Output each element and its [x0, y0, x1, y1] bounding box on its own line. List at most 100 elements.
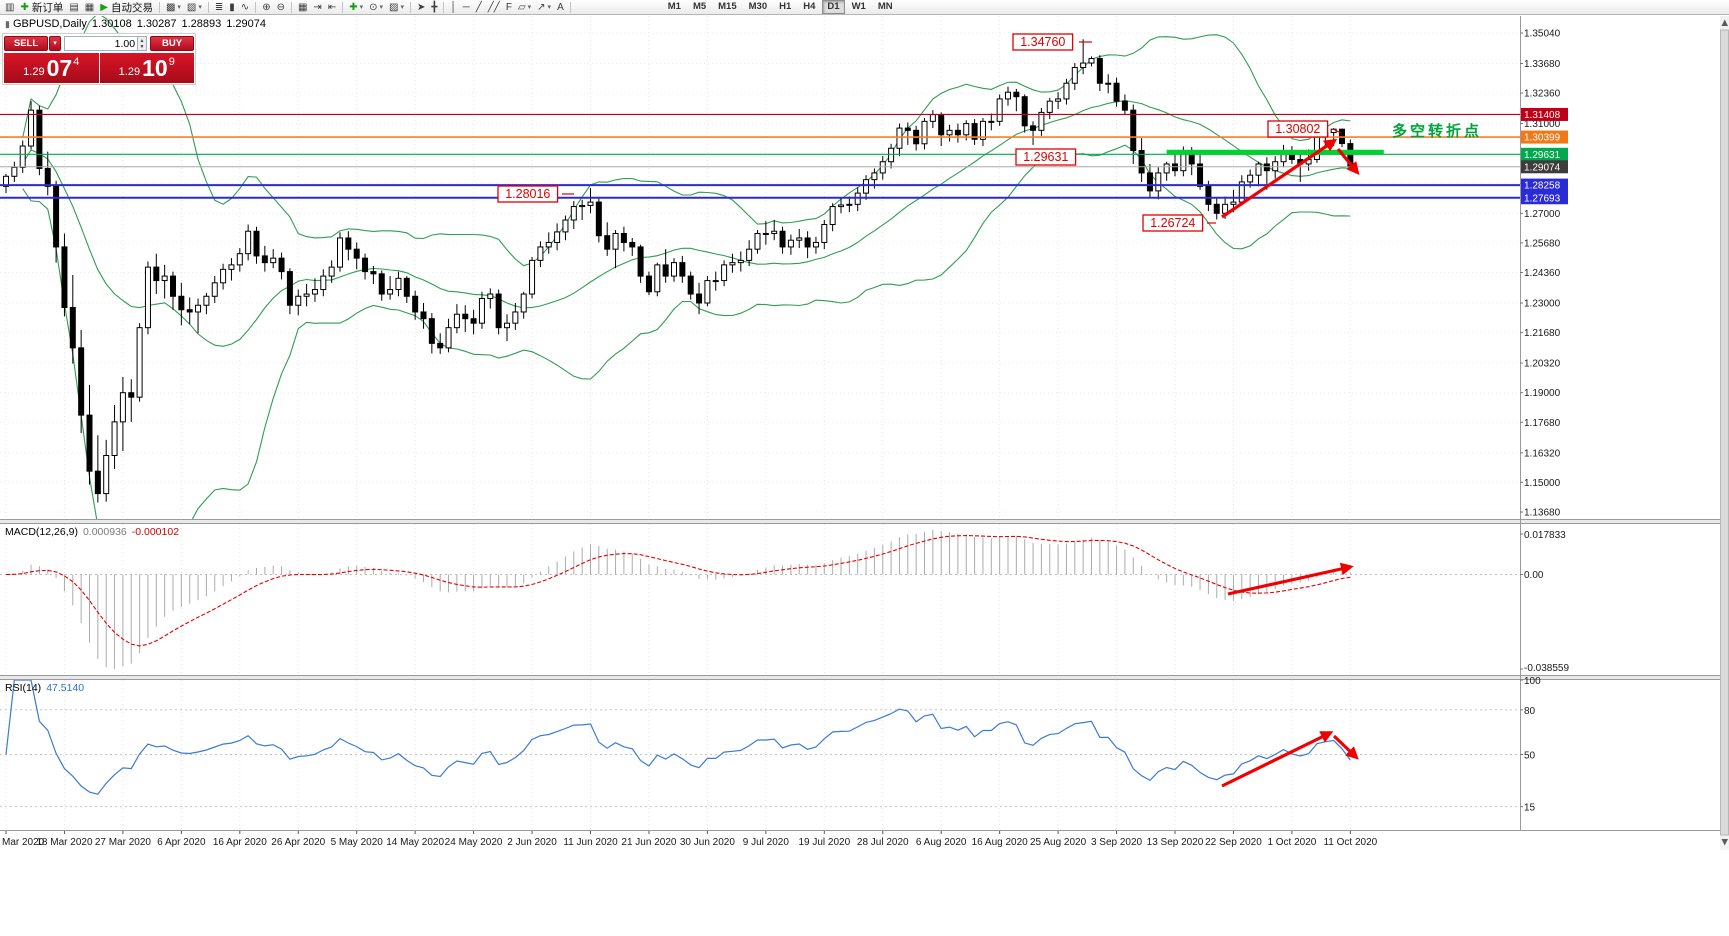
timeframe-m30[interactable]: M30: [748, 1, 768, 12]
rsi-label: RSI(14) 47.5140: [5, 682, 84, 694]
one-click-trading-panel: SELL ▾ ▲ ▼ BUY 1.29 07 4 1.29 10 9: [2, 33, 196, 85]
auto-trading-button[interactable]: ▶ 自动交易: [100, 1, 153, 14]
timeframe-h4[interactable]: H4: [803, 1, 816, 12]
chart-thumb-icon[interactable]: ▥: [5, 1, 15, 13]
toolbar-separator: [342, 1, 344, 13]
window-cascade-icon[interactable]: ▤: [69, 1, 79, 13]
toolbar-buttons: ▥ ✚ 新订单 ▤ ▦ ▶ 自动交易 ▩ ▾ ▧ ▾ ≣ ▮ ∿ ⊕ ⊖ ▦ ⇥ ⇤ ✚ ▾ ⊙ ▾ ▨ ▾ ➤ ╋ │ ─ ╱ ╱╱ F ▱ ▾…: [2, 1, 574, 14]
chart-shift-icon[interactable]: ⇤: [327, 1, 337, 13]
panel-separators[interactable]: [0, 16, 1729, 831]
svg-text:1.21680: 1.21680: [1524, 328, 1561, 339]
toolbar-separator: [255, 1, 257, 13]
arrow-tool-icon[interactable]: ↗ ▾: [537, 1, 552, 13]
rsi-panel: [0, 679, 1520, 808]
crosshair-icon[interactable]: ╋: [431, 1, 438, 13]
timeframe-m5[interactable]: M5: [692, 1, 707, 12]
toolbar-separator: [569, 1, 571, 13]
macd-label: MACD(12,26,9) 0.000936 -0.000102: [5, 526, 179, 538]
vertical-scrollbar[interactable]: [1720, 16, 1729, 850]
svg-text:1.32360: 1.32360: [1524, 89, 1561, 100]
timeframe-mn[interactable]: MN: [877, 1, 893, 12]
new-order-button[interactable]: ✚ 新订单: [20, 1, 64, 14]
zoom-out-icon[interactable]: ⊖: [276, 1, 285, 13]
svg-text:1.16320: 1.16320: [1524, 448, 1561, 459]
svg-text:Mar 2020: Mar 2020: [2, 837, 45, 848]
fibonacci-icon[interactable]: F: [505, 1, 512, 13]
ohlc-low: 1.28893: [181, 18, 222, 30]
svg-text:1.34760: 1.34760: [1020, 35, 1065, 49]
scroll-up-icon[interactable]: [1721, 19, 1729, 27]
scroll-down-icon[interactable]: [1721, 839, 1729, 846]
horizontal-line-icon[interactable]: ─: [462, 1, 470, 13]
svg-text:30 Jun 2020: 30 Jun 2020: [680, 837, 735, 848]
volume-stepper[interactable]: ▲ ▼: [138, 36, 147, 51]
scroll-thumb[interactable]: [1720, 29, 1729, 836]
price-label-box: [497, 185, 559, 203]
svg-text:1.31000: 1.31000: [1524, 119, 1561, 130]
svg-text:1.17680: 1.17680: [1524, 418, 1561, 429]
price-label-box: [1012, 33, 1074, 51]
timeframe-m1[interactable]: M1: [667, 1, 681, 12]
svg-text:16 Aug 2020: 16 Aug 2020: [972, 837, 1029, 848]
trend-arrow: [1221, 731, 1334, 788]
annotation-price-labels: 1.34760 1.30802 1.29631 1.28016 1.26724: [497, 33, 1342, 232]
svg-text:6 Aug 2020: 6 Aug 2020: [916, 837, 967, 848]
volume-input[interactable]: [64, 36, 139, 51]
bar-chart-icon[interactable]: ≣: [214, 1, 224, 13]
buy-button[interactable]: BUY: [150, 36, 194, 51]
vertical-line-icon[interactable]: │: [450, 1, 457, 13]
zoom-in-icon[interactable]: ⊕: [262, 1, 271, 13]
toolbar-separator: [290, 1, 292, 13]
svg-text:1.28258: 1.28258: [1524, 181, 1561, 192]
window-tile-icon[interactable]: ▦: [84, 1, 95, 13]
volume-up-icon[interactable]: ▲: [139, 37, 145, 44]
price-tag: [1521, 160, 1568, 174]
macd-name: MACD(12,26,9): [5, 526, 78, 538]
svg-text:1.29631: 1.29631: [1023, 150, 1068, 164]
svg-text:1.30399: 1.30399: [1524, 133, 1561, 144]
svg-text:11 Jun 2020: 11 Jun 2020: [563, 837, 618, 848]
periods-icon[interactable]: ⊙ ▾: [369, 1, 384, 13]
svg-text:1.27000: 1.27000: [1524, 209, 1561, 220]
volume-down-icon[interactable]: ▼: [139, 43, 145, 50]
line-chart-icon[interactable]: ∿: [240, 1, 250, 13]
profiles-icon[interactable]: ▧ ▾: [186, 1, 202, 13]
svg-text:1.29631: 1.29631: [1524, 150, 1561, 161]
svg-text:1.31408: 1.31408: [1524, 110, 1561, 121]
svg-text:6 Apr 2020: 6 Apr 2020: [157, 837, 206, 848]
timeframe-w1[interactable]: W1: [851, 1, 866, 12]
tile-charts-icon[interactable]: ▦: [297, 1, 308, 13]
price-tag: [1521, 178, 1568, 192]
macd-panel: [0, 530, 1520, 669]
bid-price[interactable]: 1.29 07 4: [4, 53, 99, 83]
timeframe-m15[interactable]: M15: [718, 1, 737, 12]
trendline-icon[interactable]: ╱: [475, 1, 482, 13]
ask-big: 10: [142, 55, 168, 81]
price-label-box: [1142, 214, 1204, 232]
text-tool-icon[interactable]: A: [557, 1, 564, 13]
indicators-icon[interactable]: ✚ ▾: [349, 1, 364, 13]
templates-icon[interactable]: ▨ ▾: [389, 1, 404, 13]
shapes-icon[interactable]: ▱ ▾: [517, 1, 532, 13]
price-label-box: [1015, 148, 1077, 166]
timeframe-h1[interactable]: H1: [779, 1, 792, 12]
auto-scroll-icon[interactable]: ⇥: [313, 1, 322, 13]
new-chart-icon[interactable]: ▩ ▾: [165, 1, 181, 13]
bid-head: 1.29: [23, 66, 45, 78]
macd-main-value: 0.000936: [82, 526, 127, 538]
svg-text:1.15000: 1.15000: [1524, 478, 1561, 489]
channel-icon[interactable]: ╱╱: [487, 1, 500, 13]
sell-button[interactable]: SELL: [4, 36, 48, 51]
svg-text:24 May 2020: 24 May 2020: [445, 837, 503, 848]
svg-text:1 Oct 2020: 1 Oct 2020: [1267, 837, 1316, 848]
candlestick-chart-icon[interactable]: ▮: [229, 1, 235, 13]
price-axis: 1.350401.336801.323601.310001.296401.283…: [1520, 29, 1569, 814]
order-options-caret[interactable]: ▾: [49, 36, 61, 51]
svg-text:1.33680: 1.33680: [1524, 59, 1561, 70]
cursor-icon[interactable]: ➤: [416, 1, 426, 13]
timeframe-d1[interactable]: D1: [822, 0, 845, 14]
ask-price[interactable]: 1.29 10 9: [99, 53, 194, 83]
